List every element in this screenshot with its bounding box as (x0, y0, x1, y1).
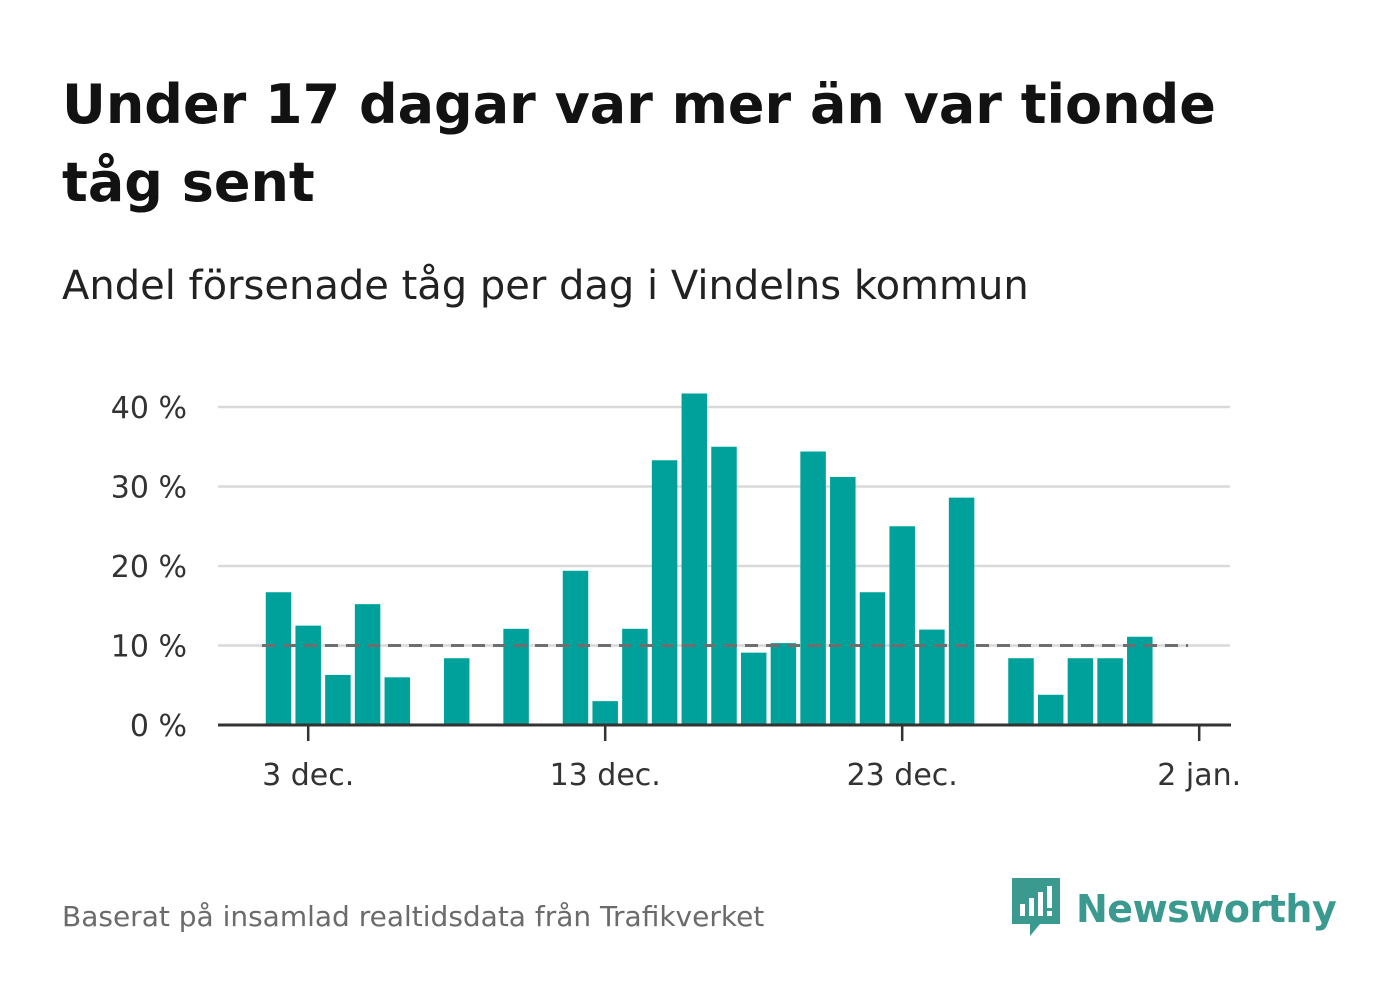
x-tick-label: 23 dec. (847, 758, 958, 793)
chart-subtitle: Andel försenade tåg per dag i Vindelns k… (62, 263, 1029, 309)
x-tick-label: 13 dec. (550, 758, 661, 793)
bar (295, 625, 321, 725)
y-tick-label: 40 % (111, 391, 187, 426)
y-tick-label: 0 % (130, 709, 187, 744)
newsworthy-bubble-icon (1012, 878, 1060, 936)
bar (1097, 658, 1123, 725)
x-tick-label: 2 jan. (1157, 758, 1241, 793)
x-tick-label: 3 dec. (262, 758, 354, 793)
bar (740, 652, 767, 725)
bar (1008, 658, 1034, 725)
chart-title: Under 17 dagar var mer än var tionde tåg… (62, 73, 1216, 214)
x-axis: 3 dec. 13 dec. 23 dec. 2 jan. (218, 723, 1241, 793)
bar (1067, 658, 1094, 725)
y-tick-label: 10 % (111, 630, 187, 665)
bar (384, 677, 411, 725)
bar (265, 592, 292, 725)
bar (651, 460, 678, 725)
bar (770, 643, 797, 725)
bar (859, 592, 886, 725)
bar (622, 628, 648, 725)
bar (354, 604, 381, 725)
bar (443, 658, 470, 725)
bar (1037, 694, 1064, 725)
bar (562, 570, 589, 725)
bar (830, 476, 856, 725)
bar (325, 674, 351, 725)
bar (919, 629, 945, 725)
bar (948, 497, 975, 725)
bar (889, 526, 915, 725)
bar (800, 451, 826, 725)
bar (711, 446, 737, 725)
bar (1127, 636, 1153, 725)
source-note: Baserat på insamlad realtidsdata från Tr… (62, 900, 765, 933)
bar (681, 393, 708, 725)
y-axis-ticks: 0 % 10 % 20 % 30 % 40 % (111, 391, 187, 744)
brand-name: Newsworthy (1076, 887, 1337, 931)
bar (592, 701, 618, 725)
bar (503, 628, 529, 725)
y-tick-label: 20 % (111, 550, 187, 585)
newsworthy-logo[interactable]: Newsworthy (1010, 878, 1337, 940)
y-tick-label: 30 % (111, 471, 187, 506)
bars (265, 393, 1153, 725)
